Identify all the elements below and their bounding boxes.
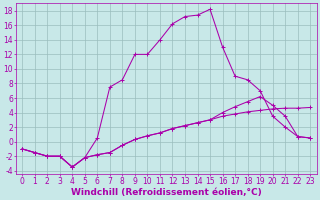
X-axis label: Windchill (Refroidissement éolien,°C): Windchill (Refroidissement éolien,°C) [71, 188, 261, 197]
